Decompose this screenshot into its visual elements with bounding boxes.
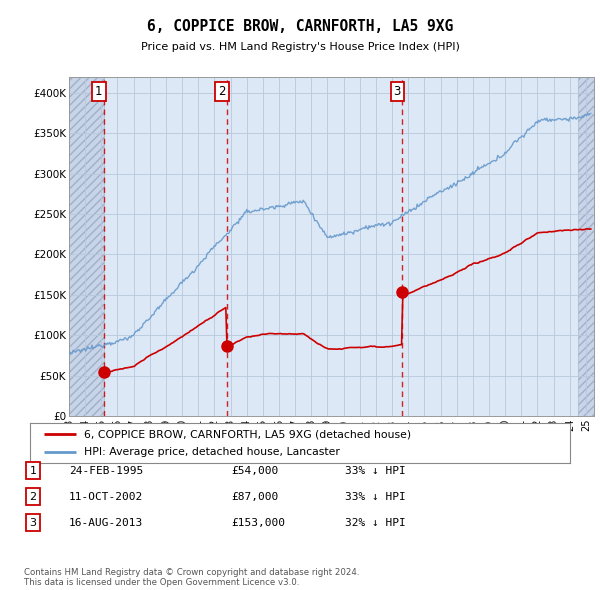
Text: 6, COPPICE BROW, CARNFORTH, LA5 9XG: 6, COPPICE BROW, CARNFORTH, LA5 9XG [147,19,453,34]
Text: £54,000: £54,000 [231,466,278,476]
Text: 24-FEB-1995: 24-FEB-1995 [69,466,143,476]
Text: 1: 1 [29,466,37,476]
Text: HPI: Average price, detached house, Lancaster: HPI: Average price, detached house, Lanc… [84,447,340,457]
Text: Price paid vs. HM Land Registry's House Price Index (HPI): Price paid vs. HM Land Registry's House … [140,42,460,52]
Text: 1: 1 [95,85,103,98]
Text: 33% ↓ HPI: 33% ↓ HPI [345,492,406,502]
Text: 32% ↓ HPI: 32% ↓ HPI [345,518,406,527]
Text: 3: 3 [394,85,401,98]
Text: £153,000: £153,000 [231,518,285,527]
Text: Contains HM Land Registry data © Crown copyright and database right 2024.
This d: Contains HM Land Registry data © Crown c… [24,568,359,587]
Text: 2: 2 [29,492,37,502]
Text: 3: 3 [29,518,37,527]
Text: 11-OCT-2002: 11-OCT-2002 [69,492,143,502]
Text: 16-AUG-2013: 16-AUG-2013 [69,518,143,527]
Text: 33% ↓ HPI: 33% ↓ HPI [345,466,406,476]
Text: 6, COPPICE BROW, CARNFORTH, LA5 9XG (detached house): 6, COPPICE BROW, CARNFORTH, LA5 9XG (det… [84,430,411,440]
Text: £87,000: £87,000 [231,492,278,502]
Text: 2: 2 [218,85,226,98]
